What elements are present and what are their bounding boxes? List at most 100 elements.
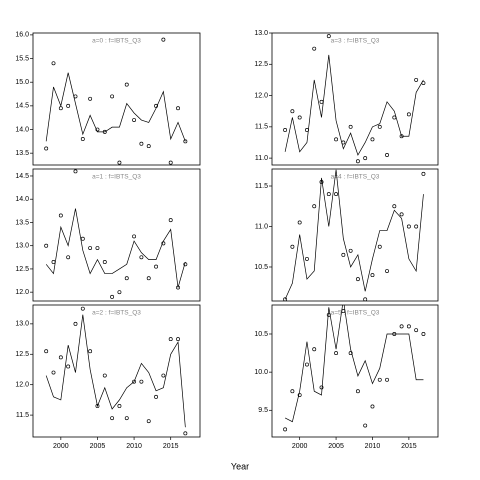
data-point: [146, 144, 151, 149]
x-tick-label: 2005: [328, 443, 344, 450]
panel: a=1 : f=IBTS_Q3 12.0 12.5 13.0 13.5 14.0 14.5: [15, 168, 201, 302]
plot-area: [44, 37, 188, 165]
data-point: [161, 373, 166, 378]
fit-line: [45, 72, 186, 142]
data-point: [341, 252, 346, 257]
data-point: [51, 61, 56, 66]
fit-line: [284, 305, 424, 423]
data-point: [421, 332, 426, 336]
y-tick-label: 13.5: [15, 219, 29, 226]
data-point: [290, 389, 295, 394]
data-point: [304, 256, 309, 261]
data-point: [95, 246, 100, 250]
x-tick-label: 2015: [401, 443, 417, 450]
x-tick-label: 2015: [163, 443, 179, 450]
data-point: [154, 394, 159, 399]
data-point: [399, 324, 404, 329]
panel-frame: [32, 304, 201, 438]
strip-label: a=0 : f=IBTS_Q3: [92, 38, 141, 45]
data-point: [124, 416, 129, 421]
data-point: [370, 404, 375, 409]
panel: a=0 : f=IBTS_Q3 13.5 14.0 14.5 15.0 15.5 16.0: [15, 32, 201, 166]
y-tick-label: 11.5: [255, 183, 268, 190]
data-point: [183, 431, 188, 436]
y-tick-label: 12.5: [15, 266, 29, 273]
data-point: [355, 389, 360, 394]
data-point: [312, 204, 317, 209]
data-point: [66, 255, 71, 260]
panel-frame: [32, 32, 201, 166]
data-point: [297, 220, 302, 225]
data-point: [399, 212, 404, 217]
data-point: [51, 370, 56, 375]
fit-line: [284, 54, 424, 156]
data-point: [44, 243, 49, 248]
data-point: [139, 255, 144, 260]
data-point: [117, 404, 122, 408]
data-point: [168, 160, 173, 165]
fit-line: [284, 169, 424, 300]
x-tick-label: 2000: [292, 443, 308, 450]
data-point: [363, 423, 368, 428]
fit-line: [45, 314, 186, 428]
strip-label: a=4 : f=IBTS_Q3: [331, 174, 380, 181]
data-point: [290, 109, 295, 114]
data-point: [88, 96, 93, 101]
data-point: [312, 347, 317, 352]
y-tick-label: 13.5: [15, 150, 29, 157]
data-point: [132, 379, 137, 384]
y-tick-label: 10.0: [254, 369, 268, 376]
data-point: [44, 146, 49, 151]
data-point: [334, 192, 339, 197]
data-point: [168, 218, 173, 223]
data-point: [414, 77, 419, 82]
y-tick-label: 14.0: [15, 126, 29, 133]
data-point: [348, 124, 353, 129]
data-point: [80, 236, 85, 241]
fit-line: [45, 208, 186, 288]
panel: a=4 : f=IBTS_Q3 10.5 11.0 11.5: [254, 168, 439, 302]
plot-area: [283, 169, 426, 301]
data-point: [132, 234, 137, 239]
data-point: [334, 351, 339, 356]
data-point: [406, 112, 411, 117]
data-point: [319, 385, 324, 390]
data-point: [370, 273, 375, 278]
y-tick-label: 12.0: [15, 382, 29, 389]
y-tick-label: 15.5: [15, 55, 29, 62]
x-tick-label: 2005: [90, 443, 106, 450]
data-point: [392, 204, 397, 209]
data-point: [102, 373, 107, 378]
data-point: [124, 82, 129, 87]
data-point: [297, 115, 302, 120]
x-tick-label: 2010: [126, 443, 142, 450]
data-point: [66, 103, 71, 108]
x-tick-label: 2000: [53, 443, 69, 450]
data-point: [377, 377, 382, 382]
data-point: [326, 192, 331, 197]
plot-area: [283, 305, 426, 432]
data-point: [363, 156, 368, 161]
data-point: [297, 393, 302, 397]
strip-label: a=1 : f=IBTS_Q3: [92, 174, 141, 181]
data-point: [348, 248, 353, 253]
strip-label: a=2 : f=IBTS_Q3: [92, 310, 141, 317]
y-tick-label: 14.5: [15, 173, 29, 180]
y-tick-label: 11.5: [16, 412, 29, 419]
data-point: [385, 153, 389, 157]
y-tick-label: 10.5: [254, 331, 268, 338]
data-point: [377, 124, 382, 129]
data-point: [355, 277, 360, 282]
y-tick-label: 15.0: [15, 79, 29, 86]
x-axis-label: Year: [231, 461, 249, 471]
data-point: [146, 419, 151, 424]
data-point: [73, 169, 78, 174]
data-point: [348, 351, 353, 356]
data-point: [326, 34, 331, 39]
data-point: [44, 349, 49, 354]
y-tick-label: 16.0: [15, 32, 29, 39]
data-point: [102, 260, 107, 264]
y-tick-label: 11.0: [255, 223, 268, 230]
